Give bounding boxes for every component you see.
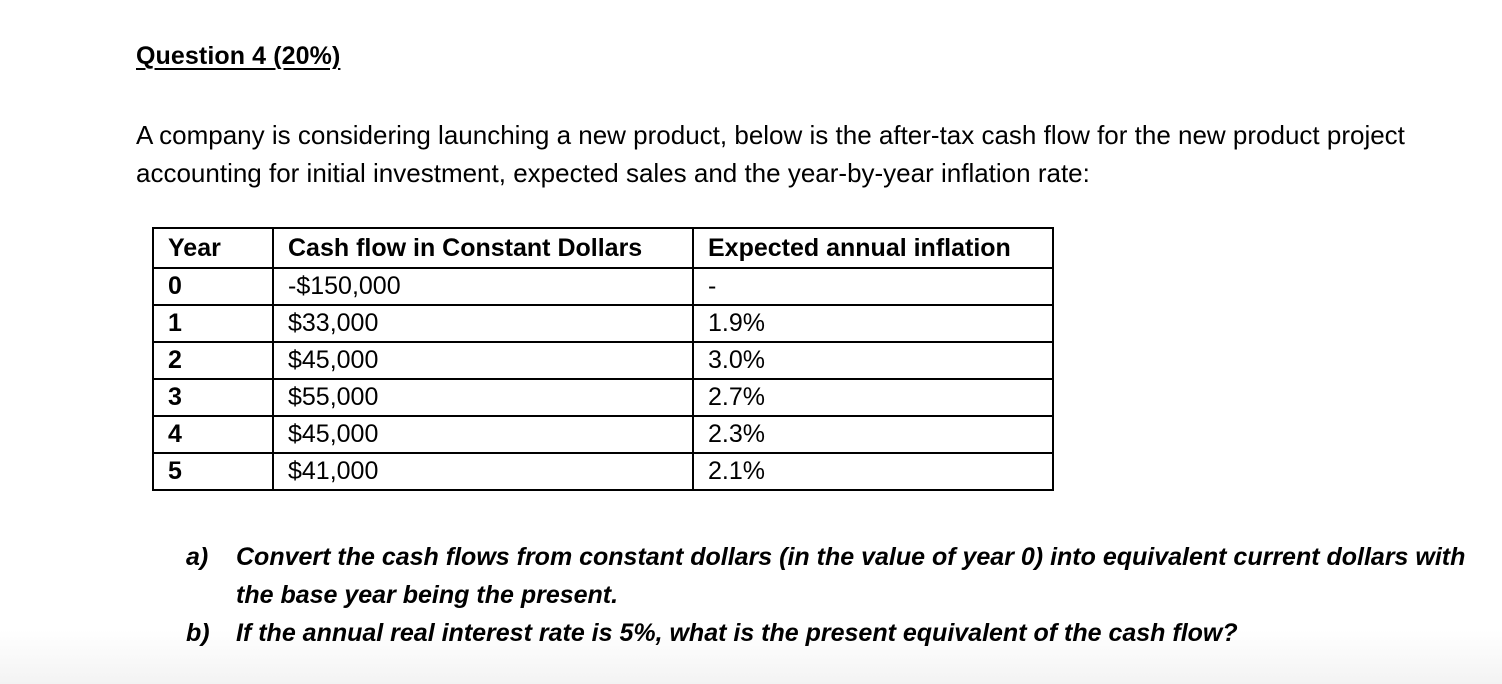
- cell-year: 4: [152, 415, 274, 454]
- header-inflation: Expected annual inflation: [692, 227, 1054, 269]
- sub-question-a: a) Convert the cash flows from constant …: [186, 538, 1476, 614]
- table-row: 2 $45,000 3.0%: [152, 341, 1054, 380]
- sub-question-letter: a): [186, 543, 209, 571]
- cell-cash-flow: -$150,000: [272, 267, 694, 306]
- table-header-row: Year Cash flow in Constant Dollars Expec…: [152, 227, 1054, 269]
- cell-inflation: 3.0%: [692, 341, 1054, 380]
- table-row: 4 $45,000 2.3%: [152, 415, 1054, 454]
- table-row: 5 $41,000 2.1%: [152, 452, 1054, 491]
- cell-inflation: -: [692, 267, 1054, 306]
- cell-inflation: 2.3%: [692, 415, 1054, 454]
- cell-cash-flow: $45,000: [272, 341, 694, 380]
- sub-question-text: Convert the cash flows from constant dol…: [236, 543, 1466, 609]
- cell-cash-flow: $41,000: [272, 452, 694, 491]
- sub-questions: a) Convert the cash flows from constant …: [186, 538, 1476, 652]
- cell-inflation: 1.9%: [692, 304, 1054, 343]
- table-row: 3 $55,000 2.7%: [152, 378, 1054, 417]
- cell-year: 5: [152, 452, 274, 491]
- sub-question-b: b) If the annual real interest rate is 5…: [186, 614, 1476, 652]
- sub-question-letter: b): [186, 619, 210, 647]
- cell-year: 1: [152, 304, 274, 343]
- header-cash-flow: Cash flow in Constant Dollars: [272, 227, 694, 269]
- cell-cash-flow: $33,000: [272, 304, 694, 343]
- table-row: 1 $33,000 1.9%: [152, 304, 1054, 343]
- sub-question-text: If the annual real interest rate is 5%, …: [236, 619, 1238, 647]
- intro-paragraph: A company is considering launching a new…: [136, 120, 1405, 188]
- cell-cash-flow: $55,000: [272, 378, 694, 417]
- cell-inflation: 2.1%: [692, 452, 1054, 491]
- cell-year: 2: [152, 341, 274, 380]
- question-heading: Question 4 (20%): [136, 42, 341, 70]
- cell-inflation: 2.7%: [692, 378, 1054, 417]
- cash-flow-table: Year Cash flow in Constant Dollars Expec…: [152, 227, 1054, 491]
- table-row: 0 -$150,000 -: [152, 267, 1054, 306]
- cell-year: 0: [152, 267, 274, 306]
- cell-cash-flow: $45,000: [272, 415, 694, 454]
- header-year: Year: [152, 227, 274, 269]
- cell-year: 3: [152, 378, 274, 417]
